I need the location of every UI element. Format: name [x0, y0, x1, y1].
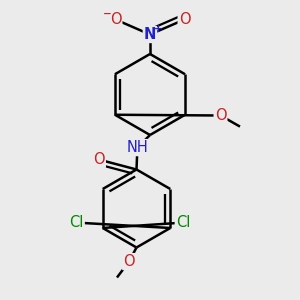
Text: O: O — [215, 108, 226, 123]
Text: O: O — [110, 12, 121, 27]
Text: Cl: Cl — [69, 215, 84, 230]
Text: NH: NH — [127, 140, 148, 155]
Text: O: O — [93, 152, 105, 167]
Text: −: − — [103, 8, 112, 19]
Text: Cl: Cl — [176, 215, 190, 230]
Text: O: O — [179, 12, 190, 27]
Text: O: O — [123, 254, 135, 269]
Text: N: N — [144, 27, 156, 42]
Text: +: + — [154, 23, 163, 34]
